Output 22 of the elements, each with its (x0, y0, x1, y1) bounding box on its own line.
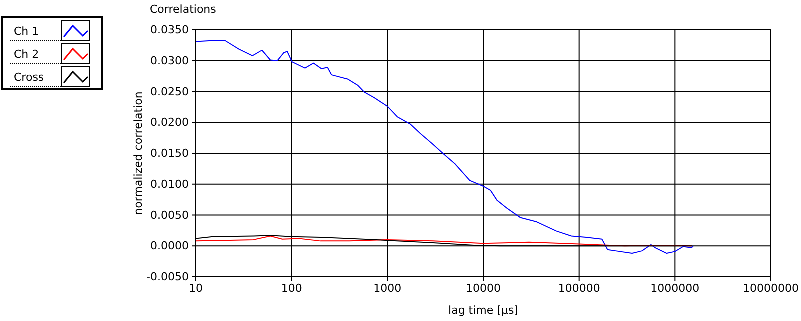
chart-title: Correlations (150, 3, 217, 16)
legend-label: Ch 2 (14, 48, 40, 61)
y-tick-label: 0.0300 (150, 54, 189, 68)
y-axis-title: normalized correlation (132, 92, 145, 216)
y-tick-label: 0.0000 (150, 240, 189, 253)
x-tick-label: 1000 (374, 282, 402, 295)
x-tick-label: 100000 (558, 282, 600, 295)
x-tick-label: 10000 (466, 282, 501, 295)
y-tick-label: 0.0250 (150, 85, 189, 98)
y-tick-label: -0.0050 (146, 270, 189, 284)
x-axis-title: lag time [µs] (448, 304, 518, 317)
y-tick-label: 0.0100 (150, 178, 189, 191)
y-tick-label: 0.0350 (150, 24, 189, 37)
legend-label: Ch 1 (14, 25, 40, 38)
x-tick-label: 1000000 (650, 282, 700, 295)
x-tick-label: 10000000 (743, 282, 799, 295)
y-tick-label: 0.0150 (150, 147, 189, 160)
legend-label: Cross (14, 71, 44, 84)
x-tick-label: 10 (189, 282, 203, 295)
y-tick-label: 0.0200 (150, 116, 189, 130)
x-tick-label: 100 (281, 282, 302, 295)
y-tick-label: 0.0050 (150, 208, 189, 222)
